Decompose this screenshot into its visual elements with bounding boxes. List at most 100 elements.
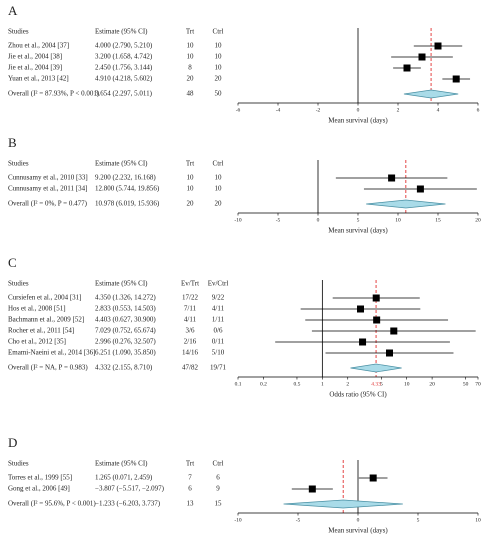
panel-label: C <box>8 255 17 270</box>
estimate-square <box>357 305 365 313</box>
study-cell: 7.029 (0.752, 65.674) <box>95 327 156 335</box>
overall-cell: 20 <box>187 200 195 208</box>
study-cell: 4/11 <box>212 305 225 313</box>
column-header: Estimate (95% CI) <box>95 460 148 468</box>
study-cell: 3/6 <box>186 327 195 335</box>
study-cell: 10 <box>187 42 195 50</box>
study-cell: −3.807 (−5.517, −2.097) <box>95 485 165 493</box>
overall-cell: −1.233 (−6.203, 3.737) <box>95 500 161 508</box>
overall-diamond <box>403 89 459 99</box>
x-axis-label: Odds ratio (95% CI) <box>329 391 387 399</box>
column-header: Studies <box>8 460 29 468</box>
study-cell: 10 <box>215 174 223 182</box>
x-tick-label: 5 <box>357 217 360 223</box>
x-tick-label: 0.1 <box>235 381 242 387</box>
x-tick-label: -5 <box>276 217 281 223</box>
study-cell: 2/16 <box>184 338 197 346</box>
overall-diamond <box>283 499 403 509</box>
overall-tick-label: 4.33 <box>371 381 381 387</box>
study-cell: 6.251 (1.090, 35.850) <box>95 349 156 357</box>
estimate-square <box>308 485 316 493</box>
x-tick-label: -5 <box>296 517 301 523</box>
x-tick-label: -2 <box>316 107 321 113</box>
estimate-square <box>390 327 398 335</box>
study-cell: 20 <box>187 75 195 83</box>
overall-cell: 10.978 (6.019, 15.936) <box>95 200 160 208</box>
study-cell: 17/22 <box>182 294 198 302</box>
column-header: Ev/Ctrl <box>208 280 229 288</box>
panel-label: D <box>8 435 17 450</box>
x-tick-label: 5 <box>380 381 383 387</box>
overall-cell: Overall (I² = 95.6%, P < 0.001) <box>8 500 96 508</box>
x-tick-label: 2 <box>397 107 400 113</box>
column-header: Trt <box>186 28 194 36</box>
study-cell: 9/22 <box>212 294 225 302</box>
overall-diamond <box>366 199 446 209</box>
study-cell: 6 <box>188 485 192 493</box>
x-tick-label: 4 <box>437 107 440 113</box>
column-header: Ctrl <box>213 160 224 168</box>
overall-cell: 50 <box>215 90 223 98</box>
estimate-square <box>372 294 380 302</box>
study-name: Rocher et al., 2011 [54] <box>8 327 74 335</box>
x-tick-label: 20 <box>475 217 481 223</box>
study-cell: 7 <box>188 474 192 482</box>
x-tick-label: 15 <box>435 217 441 223</box>
x-axis-label: Mean survival (days) <box>328 227 388 235</box>
x-axis-label: Mean survival (days) <box>328 117 388 125</box>
column-header: Trt <box>186 460 194 468</box>
study-cell: 6 <box>216 474 220 482</box>
x-tick-label: 0.5 <box>294 381 301 387</box>
estimate-square <box>369 474 377 482</box>
study-cell: 4.403 (0.627, 30.900) <box>95 316 156 324</box>
study-cell: 2.833 (0.553, 14.503) <box>95 305 156 313</box>
study-cell: 9 <box>216 485 220 493</box>
study-name: Zhou et al., 2004 [37] <box>8 42 69 50</box>
overall-cell: Overall (I² = NA, P = 0.983) <box>8 364 88 372</box>
x-tick-label: 10 <box>475 517 481 523</box>
study-name: Cunnusamy et al., 2010 [33] <box>8 174 88 182</box>
column-header: Ctrl <box>213 460 224 468</box>
column-header: Ctrl <box>213 28 224 36</box>
overall-cell: 13 <box>187 500 195 508</box>
study-cell: 2.450 (1.756, 3.144) <box>95 64 153 72</box>
study-cell: 10 <box>215 185 223 193</box>
study-name: Gong et al., 2006 [49] <box>8 485 70 493</box>
column-header: Trt <box>186 160 194 168</box>
column-header: Studies <box>8 160 29 168</box>
study-cell: 10 <box>187 174 195 182</box>
x-tick-label: 10 <box>395 217 401 223</box>
study-cell: 20 <box>215 75 223 83</box>
overall-cell: 19/71 <box>210 364 226 372</box>
study-cell: 10 <box>215 42 223 50</box>
study-cell: 4.000 (2.790, 5.210) <box>95 42 153 50</box>
study-name: Emami-Naeini et al., 2014 [36] <box>8 349 95 357</box>
column-header: Studies <box>8 280 29 288</box>
estimate-square <box>359 338 367 346</box>
column-header: Estimate (95% CI) <box>95 160 148 168</box>
estimate-square <box>373 316 381 324</box>
x-tick-label: -4 <box>276 107 281 113</box>
study-name: Torres et al., 1999 [55] <box>8 474 72 482</box>
overall-cell: 48 <box>187 90 195 98</box>
x-tick-label: -6 <box>236 107 241 113</box>
study-cell: 3.200 (1.658, 4.742) <box>95 53 153 61</box>
study-name: Hos et al., 2008 [51] <box>8 305 66 313</box>
study-cell: 9.200 (2.232, 16.168) <box>95 174 156 182</box>
x-tick-label: 0 <box>357 517 360 523</box>
column-header: Estimate (95% CI) <box>95 280 148 288</box>
panel-label: B <box>8 135 17 150</box>
overall-cell: Overall (I² = 87.93%, P < 0.001) <box>8 90 100 98</box>
study-cell: 8 <box>188 64 192 72</box>
study-cell: 7/11 <box>184 305 197 313</box>
study-cell: 1.265 (0.071, 2.459) <box>95 474 153 482</box>
study-name: Cho et al., 2012 [35] <box>8 338 66 346</box>
study-cell: 0/6 <box>214 327 223 335</box>
x-tick-label: 10 <box>404 381 410 387</box>
study-name: Jie et al., 2004 [38] <box>8 53 62 61</box>
study-cell: 10 <box>187 185 195 193</box>
study-cell: 4.350 (1.326, 14.272) <box>95 294 156 302</box>
x-tick-label: 1 <box>321 381 324 387</box>
overall-cell: Overall (I² = 0%, P = 0.477) <box>8 200 88 208</box>
estimate-square <box>434 42 442 50</box>
